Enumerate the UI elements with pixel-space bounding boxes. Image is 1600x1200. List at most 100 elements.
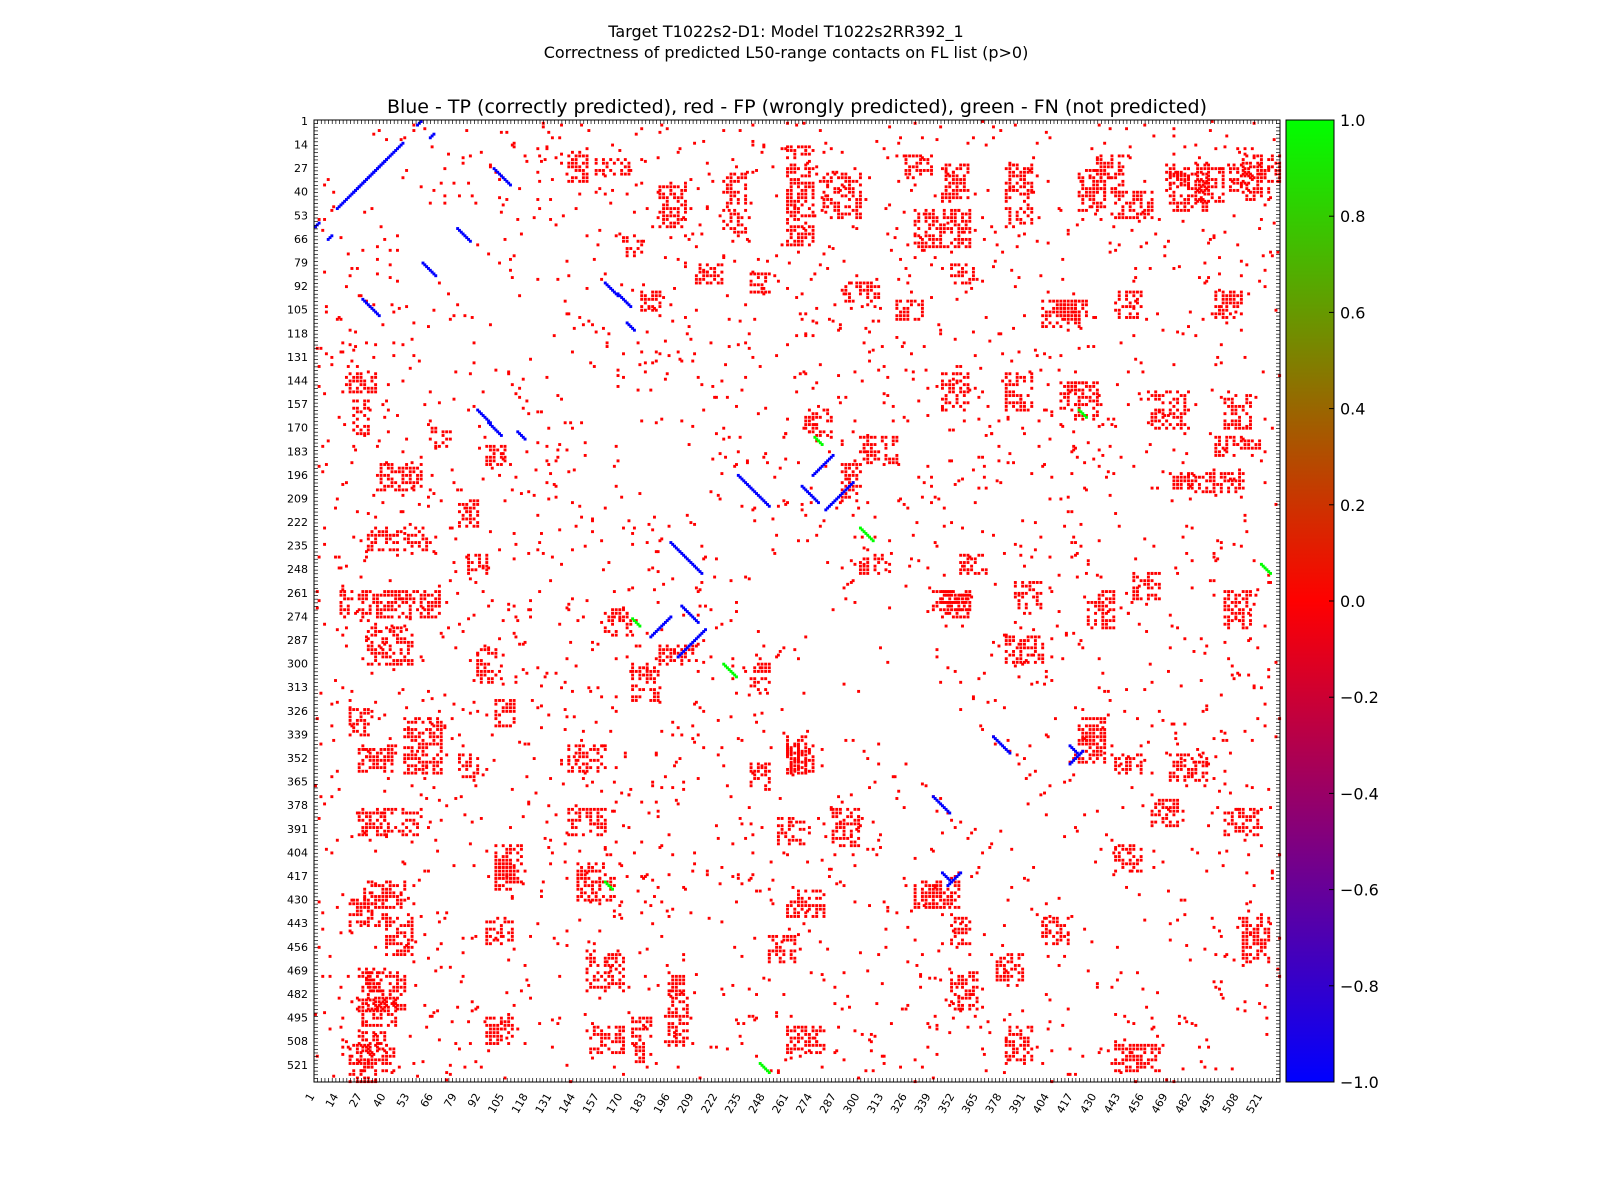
- contact-cell-658: [833, 172, 837, 176]
- contact-cell-2383: [596, 751, 600, 755]
- contact-cell-4121: [931, 237, 935, 241]
- contact-cell-2794: [1241, 404, 1245, 408]
- contact-cell-288: [729, 201, 733, 205]
- contact-cell-3452: [1172, 798, 1176, 802]
- contact-cell-4356: [634, 1042, 638, 1045]
- contact-cell-2952: [1017, 606, 1021, 610]
- contact-cell-4466: [671, 1025, 675, 1029]
- contact-cell-2434: [966, 390, 970, 394]
- contact-cell-4577: [877, 557, 881, 561]
- contact-cell-2179: [665, 644, 669, 648]
- contact-cell-4049: [968, 219, 972, 223]
- contact-cell-4701: [957, 608, 961, 612]
- contact-cell-2713: [622, 982, 625, 986]
- contact-cell-2385: [567, 755, 571, 759]
- contact-cell-4773: [1012, 653, 1015, 657]
- contact-cell-2210: [848, 466, 851, 470]
- contact-cell-454: [793, 181, 797, 185]
- contact-cell-2005: [499, 931, 503, 935]
- contact-cell-4179: [964, 245, 968, 249]
- contact-cell-4224: [505, 855, 509, 859]
- contact-cell-2666: [1165, 419, 1169, 423]
- contact-cell-4422: [667, 989, 671, 993]
- contact-cell-2511: [596, 826, 600, 829]
- contact-cell-1149: [374, 898, 378, 902]
- contact-cell-3122: [1139, 597, 1143, 601]
- contact-cell-513: [368, 604, 372, 608]
- contact-cell-3725: [1110, 190, 1114, 194]
- contact-cell-3885: [1259, 161, 1263, 165]
- contact-cell-4070: [421, 738, 425, 742]
- contact-cell-196: [673, 207, 676, 211]
- contact-cell-3853: [1179, 208, 1183, 212]
- contact-cell-1292: [1165, 163, 1169, 167]
- contact-cell-2080: [1228, 297, 1232, 301]
- contact-cell-4107: [924, 234, 928, 238]
- contact-cell-781: [366, 708, 370, 711]
- contact-cell-446: [793, 163, 797, 167]
- contact-cell-3446: [1168, 809, 1172, 813]
- contact-cell-2548: [1077, 395, 1081, 399]
- contact-cell-2513: [600, 826, 604, 829]
- contact-cell-4222: [505, 851, 509, 855]
- contact-cell-1630: [713, 274, 717, 278]
- contact-cell-201: [416, 477, 419, 481]
- contact-cell-2357: [592, 744, 596, 748]
- contact-cell-660: [833, 187, 837, 191]
- contact-cell-4230: [505, 866, 509, 869]
- contact-cell-3904: [363, 1069, 367, 1073]
- contact-cell-2393: [600, 755, 604, 759]
- contact-cell-3292: [1088, 724, 1092, 728]
- contact-cell-2662: [1161, 423, 1165, 427]
- contact-cell-4690: [804, 742, 808, 746]
- contact-cell-3031: [800, 900, 804, 904]
- contact-cell-1090: [1081, 179, 1085, 183]
- contact-cell-2423: [596, 766, 600, 770]
- contact-cell-1065: [375, 833, 379, 837]
- contact-cell-1779: [483, 669, 487, 673]
- contact-cell-2901: [760, 766, 764, 770]
- contact-cell-2419: [585, 766, 589, 770]
- contact-cell-3945: [1267, 187, 1271, 191]
- contact-cell-2366: [944, 394, 948, 397]
- contact-cell-4856: [950, 891, 954, 895]
- contact-cell-4929: [1249, 818, 1252, 822]
- contact-cell-1504: [1247, 174, 1251, 178]
- contact-cell-4182: [494, 844, 498, 848]
- contact-cell-3727: [1114, 190, 1118, 194]
- contact-cell-305: [388, 537, 392, 541]
- contact-cell-3431: [1017, 964, 1021, 967]
- contact-cell-4184: [494, 851, 498, 855]
- contact-cell-2143: [607, 619, 611, 623]
- contact-cell-2874: [962, 604, 966, 608]
- contact-cell-1359: [383, 998, 387, 1002]
- contact-cell-817: [352, 729, 356, 733]
- contact-cell-798: [915, 165, 919, 169]
- contact-cell-1869: [457, 757, 461, 760]
- contact-cell-2319: [642, 688, 645, 692]
- contact-cell-3547: [950, 971, 954, 975]
- contact-cell-433: [419, 593, 423, 597]
- contact-cell-393: [412, 590, 416, 594]
- contact-cell-833: [386, 744, 390, 748]
- contact-cell-3805: [1187, 194, 1190, 198]
- contact-cell-3082: [1112, 593, 1116, 597]
- contact-cell-1512: [1250, 178, 1254, 181]
- contact-cell-3585: [950, 985, 954, 989]
- contact-cell-1638: [716, 281, 720, 285]
- contact-cell-2037: [492, 1016, 496, 1020]
- contact-cell-2521: [567, 833, 571, 837]
- contact-cell-2012: [1132, 294, 1136, 298]
- contact-cell-4137: [913, 241, 917, 245]
- contact-cell-2658: [1161, 412, 1165, 416]
- contact-cell-72: [585, 179, 589, 183]
- contact-cell-4470: [674, 974, 678, 978]
- contact-cell-1011: [379, 822, 383, 826]
- contact-cell-469: [419, 597, 423, 601]
- contact-cell-1109: [385, 887, 388, 891]
- contact-cell-1331: [375, 982, 379, 986]
- contact-cell-3698: [370, 913, 374, 917]
- contact-cell-2724: [1183, 412, 1187, 416]
- contact-cell-3252: [1245, 601, 1249, 604]
- contact-cell-3732: [366, 974, 370, 978]
